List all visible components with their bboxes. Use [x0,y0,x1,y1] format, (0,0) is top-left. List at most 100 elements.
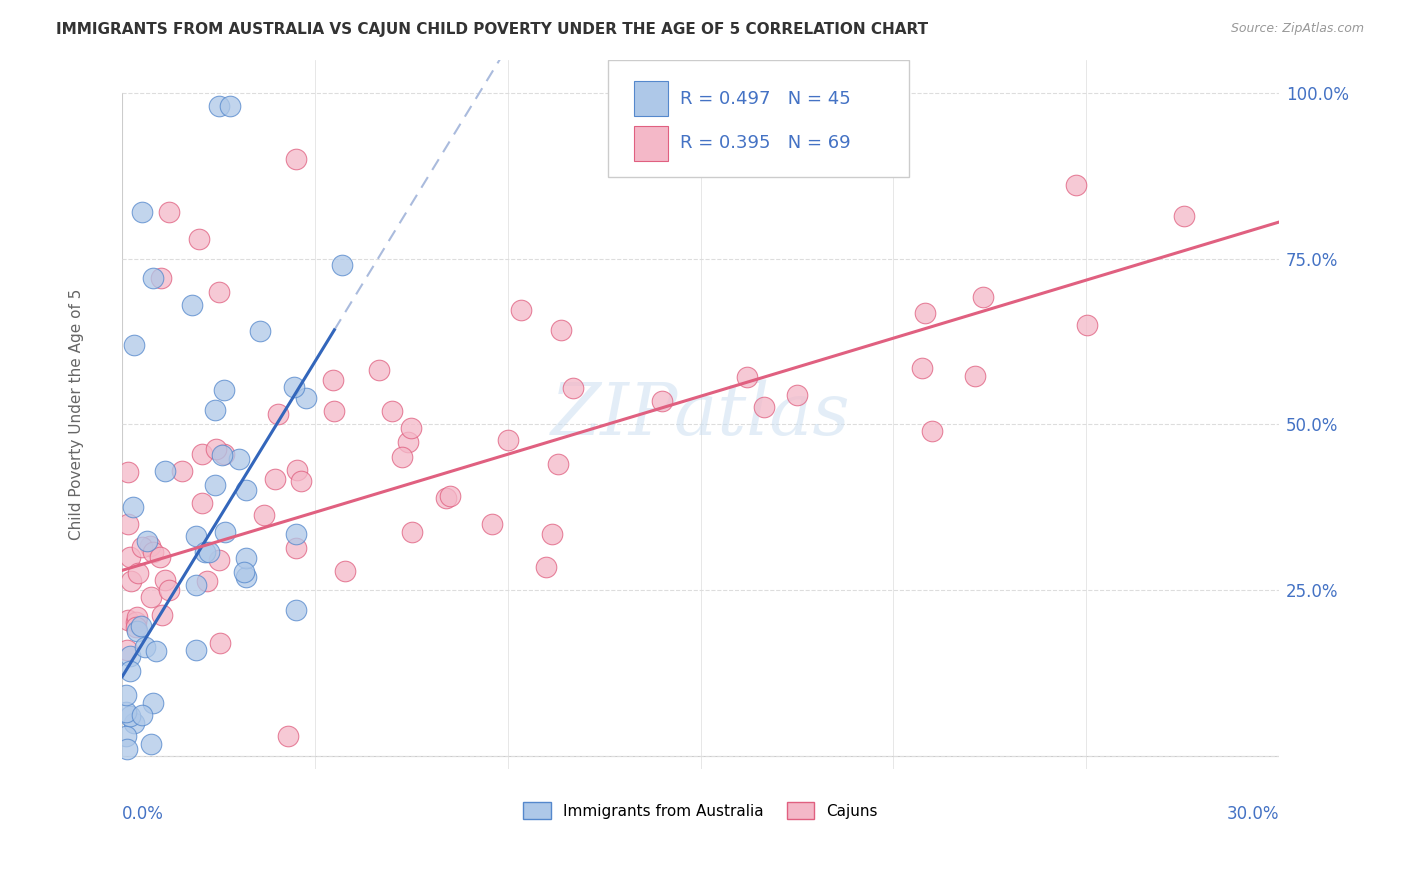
Point [963,369,986,384]
Point [194,545,217,559]
Point [149,550,172,565]
Point [153,464,176,478]
Point [439,490,461,504]
Point [235,570,257,584]
Point [330,258,353,272]
Point [180,298,202,312]
Point [212,447,235,461]
Point [115,688,138,702]
Point [117,517,139,532]
Point [295,392,318,406]
Point [735,370,758,384]
Point [235,550,257,565]
Text: R = 0.395   N = 69: R = 0.395 N = 69 [679,135,851,153]
Point [253,508,276,522]
Point [186,643,208,657]
Point [125,619,148,633]
Point [131,205,153,219]
Point [267,407,290,421]
Point [118,649,141,664]
Point [138,539,160,553]
Point [150,607,173,622]
Point [134,640,156,654]
Point [264,472,287,486]
Point [197,545,219,559]
Point [145,644,167,658]
Point [401,524,423,539]
Point [208,553,231,567]
Point [235,483,257,498]
Point [921,424,943,438]
Point [115,642,138,657]
Point [561,381,583,395]
Point [208,99,231,113]
Point [204,478,226,492]
Point [209,636,232,650]
Point [786,388,808,402]
Point [120,574,142,588]
Point [127,566,149,581]
Point [534,560,557,574]
Text: IMMIGRANTS FROM AUSTRALIA VS CAJUN CHILD POVERTY UNDER THE AGE OF 5 CORRELATION : IMMIGRANTS FROM AUSTRALIA VS CAJUN CHILD… [56,22,928,37]
Point [972,290,994,304]
Point [191,447,214,461]
Point [117,465,139,479]
Point [115,742,138,756]
Point [115,729,138,743]
Point [121,500,143,515]
Point [228,451,250,466]
Text: Child Poverty Under the Age of 5: Child Poverty Under the Age of 5 [69,289,83,541]
Point [481,516,503,531]
FancyBboxPatch shape [607,60,908,177]
Point [249,325,271,339]
Point [157,582,180,597]
Point [1173,209,1195,223]
Point [333,565,356,579]
Point [214,384,236,398]
Point [141,590,163,604]
Point [208,285,231,299]
Point [368,363,391,377]
Point [142,696,165,710]
Point [117,613,139,627]
Point [914,305,936,319]
Point [232,565,254,579]
Point [118,709,141,723]
Point [139,738,162,752]
Point [172,464,194,478]
Point [186,529,208,543]
Point [149,271,172,285]
Point [131,541,153,555]
Point [290,474,312,488]
Point [754,400,776,414]
Text: ZIPatlas: ZIPatlas [551,379,851,450]
Point [142,271,165,285]
Point [186,578,208,592]
Point [188,232,211,246]
Point [204,403,226,417]
Point [211,448,233,462]
FancyBboxPatch shape [634,81,668,116]
Point [322,373,344,387]
Point [1076,318,1098,332]
Point [125,615,148,630]
Point [115,705,138,719]
Point [396,434,419,449]
Point [122,338,145,352]
Point [541,527,564,541]
Point [135,534,157,549]
Point [547,457,569,471]
Point [125,609,148,624]
Point [195,574,218,588]
Point [277,729,299,743]
Point [434,491,457,505]
Point [127,624,149,638]
Point [381,404,404,418]
Point [1066,178,1088,192]
Point [157,205,180,219]
Point [391,450,413,464]
Point [190,496,212,510]
Text: R = 0.497   N = 45: R = 0.497 N = 45 [679,89,851,108]
Point [283,380,305,394]
Text: 0.0%: 0.0% [122,805,165,822]
